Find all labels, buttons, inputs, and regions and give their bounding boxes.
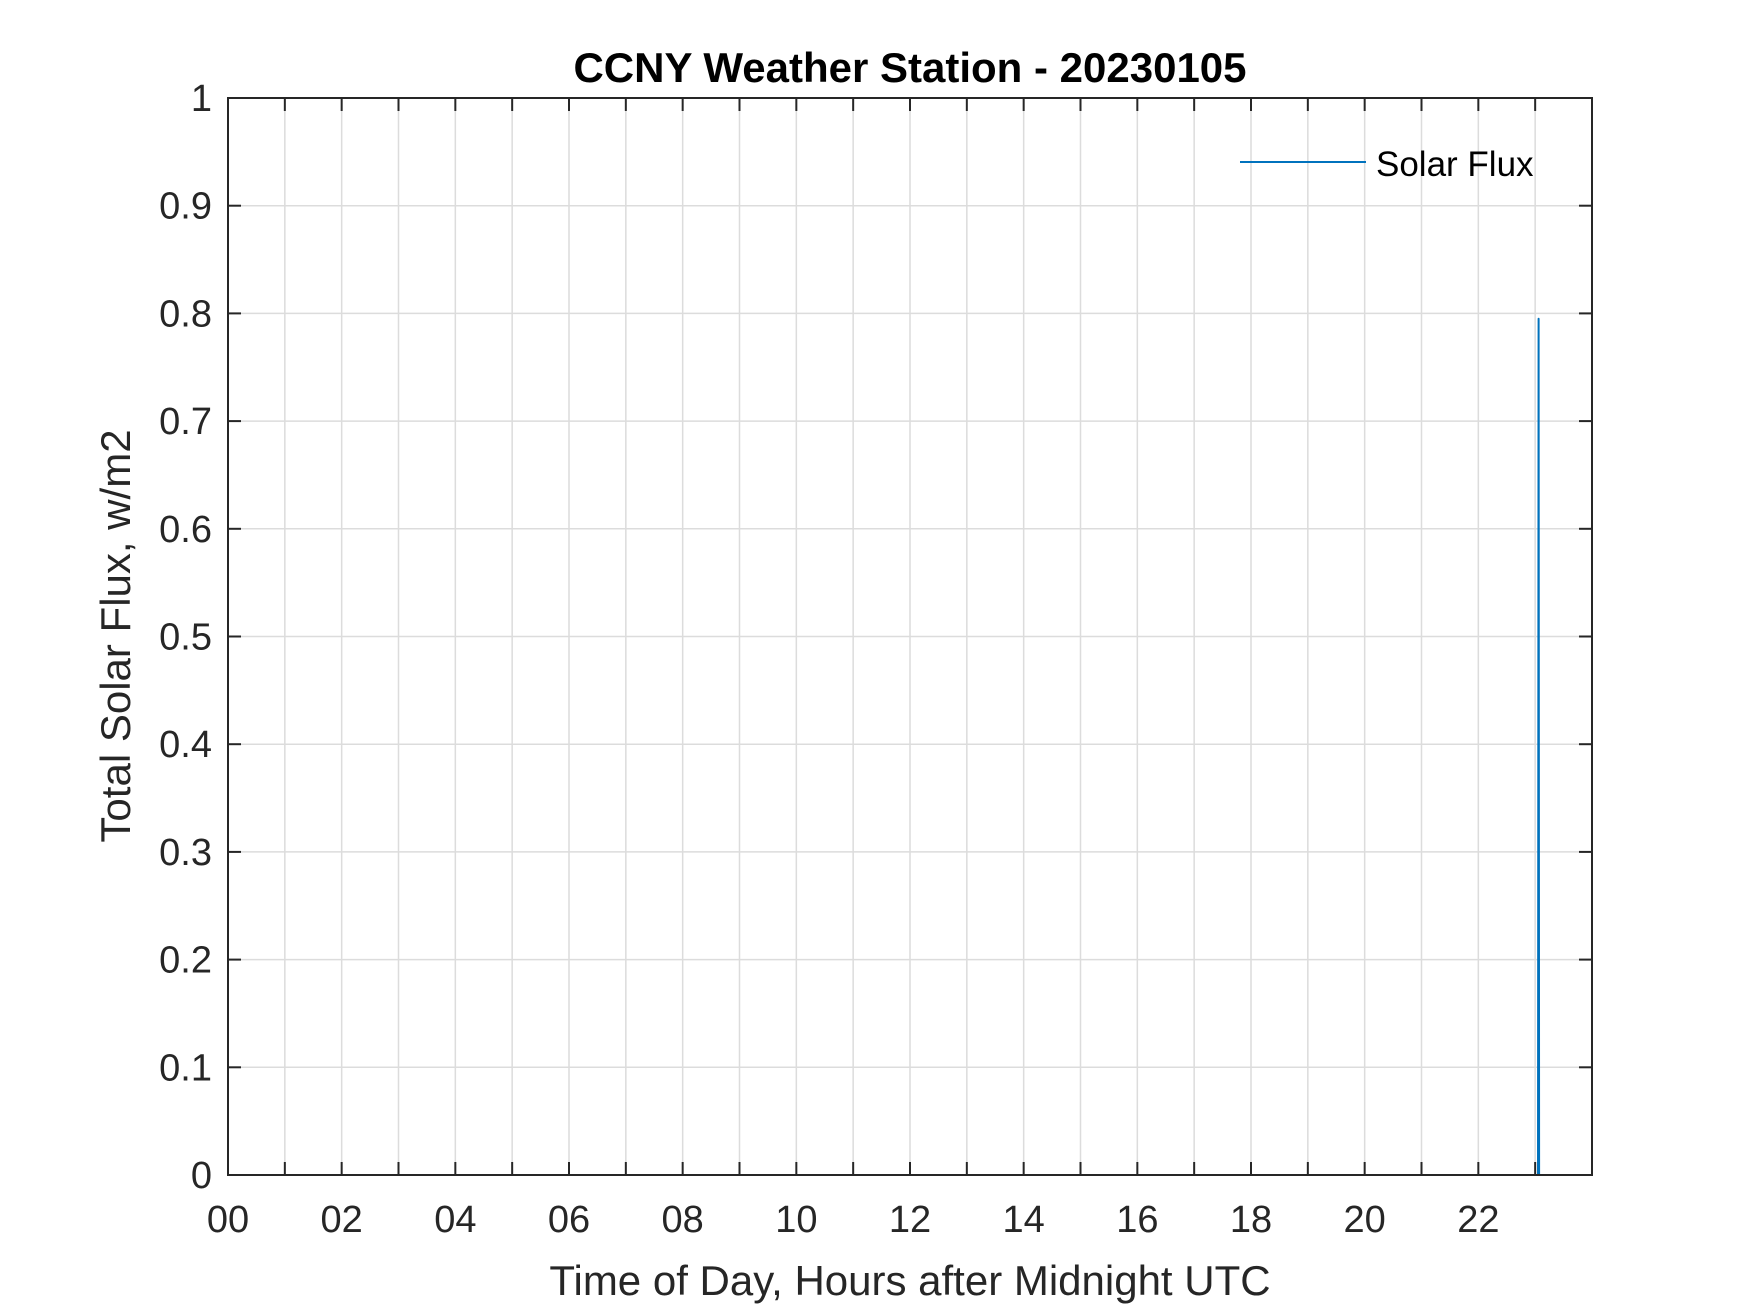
y-tick-label: 0.1 [159, 1047, 212, 1089]
series-line-solar-flux [1537, 317, 1541, 1176]
y-tick-label: 0.3 [159, 832, 212, 874]
x-tick-label: 18 [1230, 1199, 1272, 1241]
x-tick-label: 22 [1457, 1199, 1499, 1241]
axis-ticks [227, 97, 1592, 1176]
tick-labels: 00 02 04 06 08 10 12 14 16 18 20 22 0 0.1 0.2 0.3 0.4 0.5… [159, 78, 1499, 1241]
x-tick-label: 12 [889, 1199, 931, 1241]
y-tick-label: 0.6 [159, 509, 212, 551]
y-tick-label: 0 [191, 1155, 212, 1197]
x-tick-label: 14 [1003, 1199, 1045, 1241]
y-tick-label: 0.8 [159, 293, 212, 335]
series-layer [1537, 317, 1541, 1176]
legend: Solar Flux [1240, 145, 1534, 184]
y-tick-label: 0.7 [159, 401, 212, 443]
x-tick-label: 00 [207, 1199, 249, 1241]
y-tick-label: 1 [191, 78, 212, 120]
x-tick-label: 16 [1116, 1199, 1158, 1241]
y-tick-label: 0.5 [159, 617, 212, 659]
x-tick-label: 10 [775, 1199, 817, 1241]
y-axis-label: Total Solar Flux, w/m2 [92, 429, 139, 842]
x-tick-label: 20 [1344, 1199, 1386, 1241]
y-tick-label: 0.4 [159, 724, 212, 766]
chart-title: CCNY Weather Station - 20230105 [573, 44, 1246, 91]
x-tick-label: 04 [434, 1199, 476, 1241]
y-tick-label: 0.2 [159, 940, 212, 982]
x-tick-label: 08 [662, 1199, 704, 1241]
x-tick-label: 02 [321, 1199, 363, 1241]
y-tick-label: 0.9 [159, 186, 212, 228]
x-tick-label: 06 [548, 1199, 590, 1241]
legend-label-solar-flux: Solar Flux [1376, 145, 1534, 184]
x-axis-label: Time of Day, Hours after Midnight UTC [549, 1257, 1270, 1304]
